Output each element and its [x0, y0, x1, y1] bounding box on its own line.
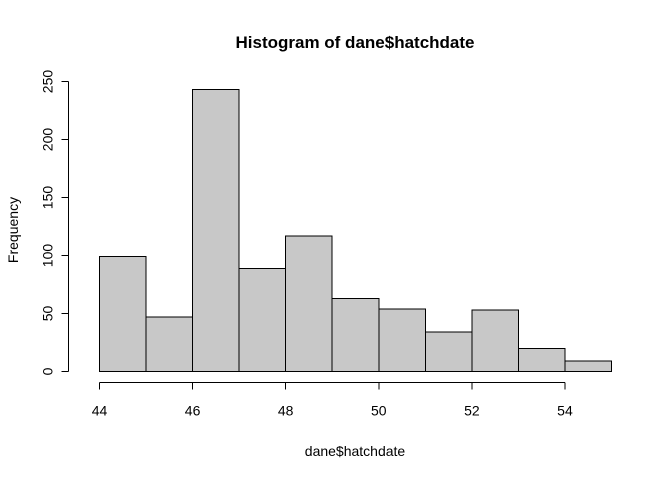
bars-group [99, 89, 612, 373]
histogram-bar-7 [378, 308, 426, 372]
x-tick-label: 44 [92, 403, 108, 419]
x-axis-label: dane$hatchdate [305, 443, 406, 459]
chart-title: Histogram of dane$hatchdate [236, 33, 475, 52]
x-tick-label: 54 [557, 403, 573, 419]
x-tick-label: 48 [278, 403, 294, 419]
histogram-bar-11 [564, 360, 612, 372]
y-tick-label: 50 [40, 306, 56, 322]
y-tick-label: 250 [40, 70, 56, 94]
y-tick-label: 0 [40, 367, 56, 375]
x-tick-label: 52 [464, 403, 480, 419]
x-axis: 44 46 48 50 52 54 [92, 382, 573, 419]
y-axis-label: Frequency [5, 197, 21, 263]
histogram-bar-1 [99, 256, 147, 372]
histogram-bar-6 [331, 297, 380, 373]
histogram-bar-8 [424, 331, 473, 372]
histogram-bar-10 [517, 347, 566, 372]
y-tick-label: 100 [40, 244, 56, 268]
x-tick-label: 46 [185, 403, 201, 419]
histogram-bar-9 [471, 309, 519, 372]
histogram-bar-2 [145, 316, 194, 373]
histogram-bar-3 [192, 89, 240, 373]
x-tick-label: 50 [371, 403, 387, 419]
y-tick-label: 150 [40, 186, 56, 210]
histogram-bar-5 [285, 235, 333, 372]
histogram-bar-4 [238, 267, 287, 373]
y-tick-label: 200 [40, 128, 56, 152]
y-axis: 0 50 100 150 200 250 [40, 70, 69, 375]
